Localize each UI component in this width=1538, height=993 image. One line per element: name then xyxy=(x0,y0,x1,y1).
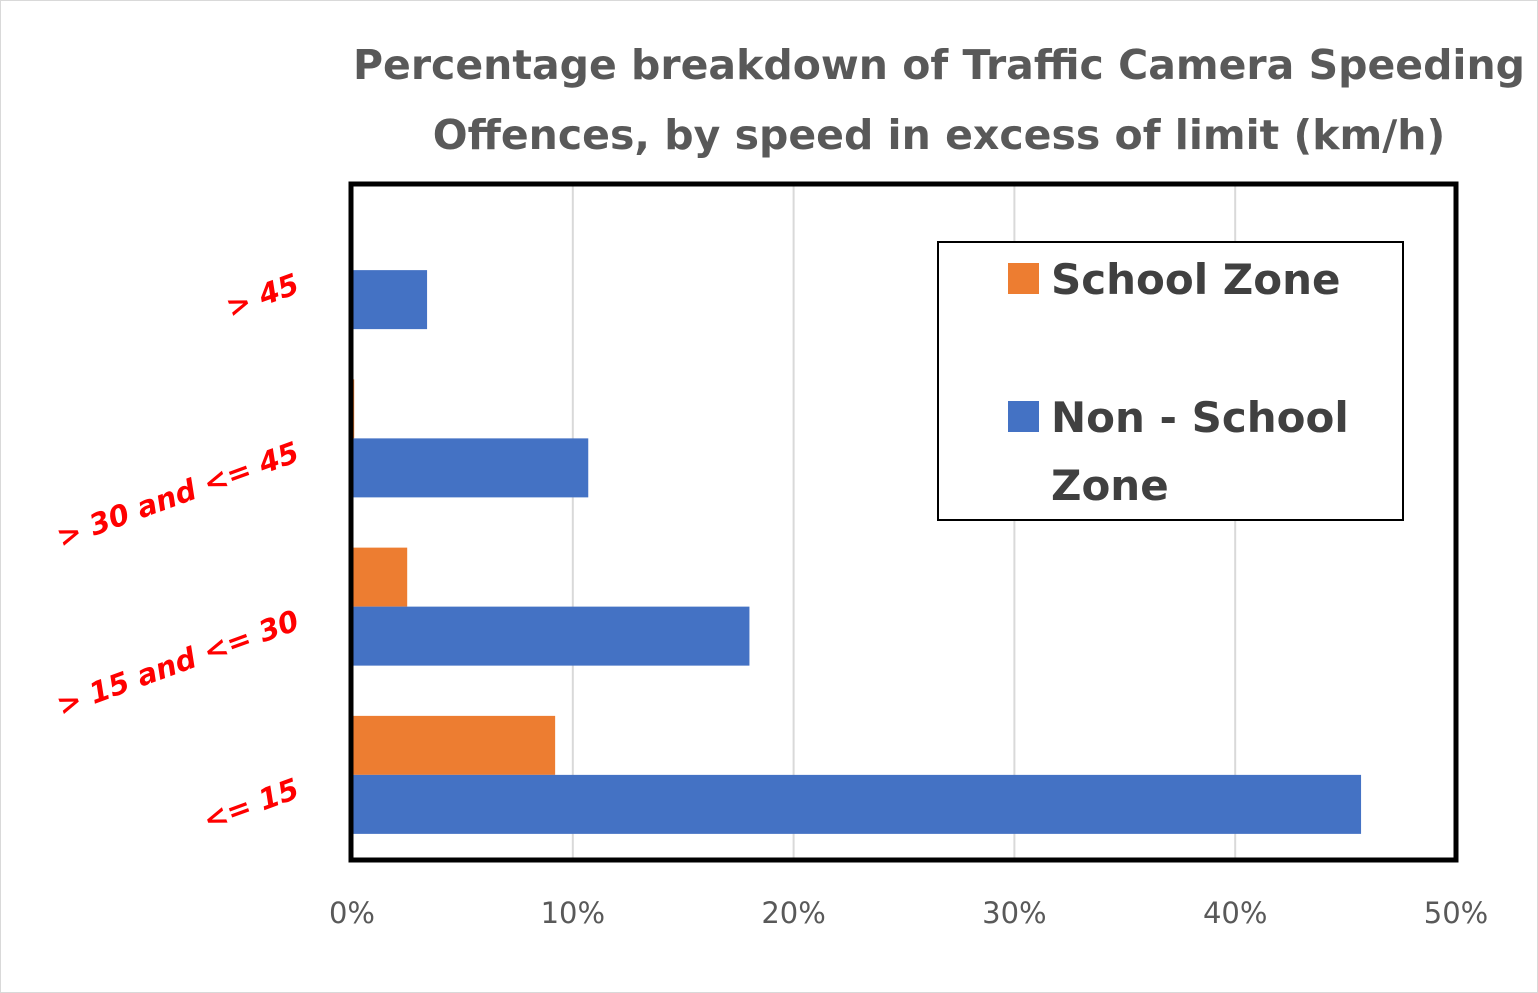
x-tick-label: 0% xyxy=(329,896,375,930)
legend: School Zone Non - School Zone xyxy=(937,241,1404,521)
legend-label-school-zone: School Zone xyxy=(1051,255,1340,304)
legend-label-non-school-zone-line-2: Zone xyxy=(1051,461,1169,510)
chart-title: Percentage breakdown of Traffic Camera S… xyxy=(353,41,1525,159)
bar-school-zone-15 xyxy=(352,715,556,775)
y-axis-categories: <= 15 > 15 and <= 30 > 30 and <= 45 > 45 xyxy=(52,267,303,838)
bar-non-school-zone-15 xyxy=(352,774,1362,834)
plot-area-border xyxy=(348,181,1459,863)
x-tick-label: 10% xyxy=(541,896,605,930)
y-category-label: <= 15 xyxy=(199,772,304,838)
x-tick-label: 20% xyxy=(761,896,825,930)
chart-title-line-2: Offences, by speed in excess of limit (k… xyxy=(433,111,1445,159)
y-category-label: > 30 and <= 45 xyxy=(52,435,303,554)
bar-non-school-zone-45 xyxy=(352,270,428,330)
x-tick-label: 50% xyxy=(1424,896,1488,930)
legend-swatch-school-zone xyxy=(1008,263,1039,294)
legend-label-non-school-zone-line-1: Non - School xyxy=(1051,393,1349,442)
bar-school-zone-15-and-30 xyxy=(352,547,408,607)
y-category-label: > 45 xyxy=(222,267,304,325)
x-axis-ticks: 0% 10% 20% 30% 40% 50% xyxy=(329,896,1488,930)
x-tick-label: 30% xyxy=(982,896,1046,930)
x-tick-label: 40% xyxy=(1203,896,1267,930)
bar-non-school-zone-30-and-45 xyxy=(352,438,589,498)
bars xyxy=(352,270,1362,834)
legend-swatch-non-school-zone xyxy=(1008,401,1039,432)
y-category-label: > 15 and <= 30 xyxy=(52,603,303,722)
chart-title-line-1: Percentage breakdown of Traffic Camera S… xyxy=(353,41,1525,89)
bar-non-school-zone-15-and-30 xyxy=(352,606,750,666)
